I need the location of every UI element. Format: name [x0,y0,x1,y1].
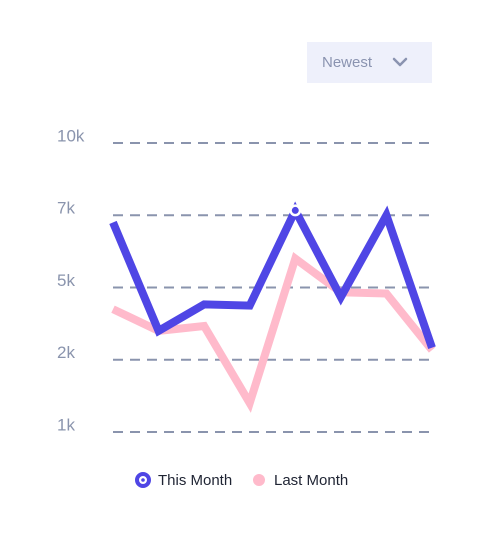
highlight-point [291,206,299,214]
dropdown[interactable]: Newest [307,42,432,83]
y-tick-label: 2k [57,343,75,362]
y-tick-label: 7k [57,199,75,218]
chevron[interactable] [392,57,408,67]
legend-marker-dot [141,478,145,482]
dropdown-label[interactable]: Newest [322,54,373,71]
legend-marker [253,474,265,486]
legend-label: Last Month [274,472,348,489]
line-series [109,201,436,350]
y-tick-label: 10k [57,126,85,145]
y-tick-label: 5k [57,271,75,290]
y-tick-label: 1k [57,415,75,434]
legend-label: This Month [158,472,232,489]
dropdown-box[interactable] [307,42,432,83]
